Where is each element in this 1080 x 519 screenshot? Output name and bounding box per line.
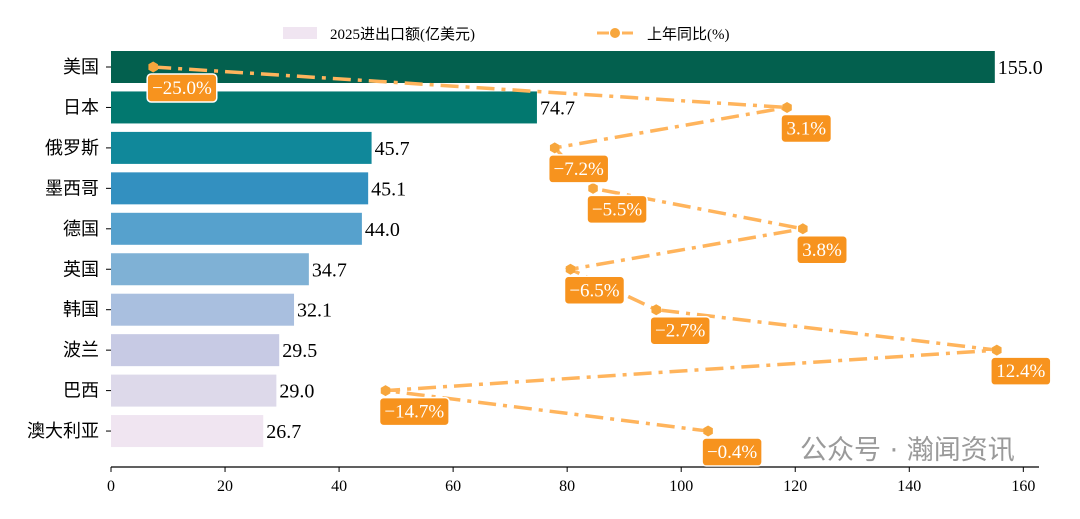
- category-label: 墨西哥: [45, 178, 99, 198]
- yoy-label: 3.8%: [802, 240, 842, 261]
- x-tick-label: 60: [445, 478, 461, 495]
- bar: [111, 253, 309, 286]
- yoy-marker: [380, 385, 391, 397]
- yoy-label-box: [563, 275, 626, 305]
- yoy-label-box: [780, 113, 833, 144]
- legend: 2025进出口额(亿美元) 上年同比(%): [283, 26, 730, 43]
- yoy-label-box: [146, 73, 218, 103]
- bar-value-label: 74.7: [540, 97, 575, 119]
- bar-value-label: 29.5: [282, 340, 317, 362]
- legend-bar-swatch: [283, 27, 317, 39]
- yoy-marker: [565, 263, 576, 275]
- bar-value-label: 45.1: [371, 178, 406, 200]
- category-label: 英国: [63, 259, 99, 279]
- yoy-label-box: [378, 396, 450, 427]
- yoy-marker: [782, 101, 792, 113]
- bar: [111, 293, 295, 326]
- bar-value-label: 26.7: [266, 421, 301, 443]
- yoy-label: 12.4%: [996, 361, 1045, 382]
- bar-value-label: 155.0: [998, 57, 1043, 79]
- legend-line-marker: [610, 28, 620, 38]
- yoy-label-box: [586, 194, 648, 225]
- yoy-label-box: [796, 235, 848, 265]
- bar-value-label: 32.1: [297, 300, 332, 322]
- yoy-label-box: [701, 437, 763, 467]
- yoy-marker: [703, 425, 713, 437]
- category-label: 澳大利亚: [27, 421, 99, 441]
- yoy-label-box: [547, 154, 610, 184]
- yoy-label-box: [649, 315, 711, 346]
- yoy-label: −14.7%: [384, 402, 444, 423]
- legend-line-label: 上年同比(%): [647, 26, 730, 43]
- watermark: 公众号 · 瀚闻资讯: [800, 435, 1015, 466]
- bar: [111, 51, 995, 83]
- category-label: 俄罗斯: [45, 138, 99, 158]
- category-label: 韩国: [63, 300, 99, 320]
- yoy-marker: [549, 142, 560, 154]
- x-tick-label: 0: [107, 478, 115, 495]
- category-label: 日本: [63, 97, 99, 117]
- x-tick-label: 80: [559, 478, 575, 495]
- yoy-label: −6.5%: [569, 280, 619, 301]
- yoy-marker: [588, 182, 598, 194]
- category-label: 波兰: [63, 340, 99, 360]
- yoy-label: −7.2%: [554, 159, 604, 180]
- category-label: 巴西: [63, 381, 99, 401]
- yoy-marker: [651, 304, 661, 316]
- x-tick-label: 160: [1011, 478, 1035, 495]
- x-tick-label: 20: [217, 478, 233, 495]
- bar-value-label: 34.7: [312, 259, 347, 281]
- category-label: 德国: [63, 219, 99, 239]
- yoy-label: −2.7%: [655, 321, 705, 342]
- yoy-marker: [798, 223, 808, 235]
- yoy-label: −25.0%: [152, 78, 212, 99]
- yoy-label: −5.5%: [592, 199, 642, 220]
- bar: [111, 415, 264, 448]
- x-tick-label: 140: [897, 478, 921, 495]
- yoy-label-box: [990, 356, 1052, 386]
- x-tick-label: 100: [669, 478, 693, 495]
- bar-value-label: 45.7: [375, 138, 410, 160]
- x-tick-label: 120: [783, 478, 807, 495]
- bar: [111, 131, 372, 164]
- x-tick-label: 40: [331, 478, 347, 495]
- yoy-label: 3.1%: [786, 118, 826, 139]
- bar: [111, 334, 280, 367]
- bar: [111, 172, 369, 205]
- legend-bar-label: 2025进出口额(亿美元): [330, 26, 475, 43]
- yoy-label: −0.4%: [707, 442, 757, 463]
- bar-value-label: 29.0: [279, 381, 314, 403]
- yoy-marker: [992, 344, 1002, 356]
- bar: [111, 212, 362, 245]
- yoy-marker: [148, 61, 158, 73]
- bar-value-label: 44.0: [365, 219, 400, 241]
- category-label: 美国: [63, 57, 99, 77]
- bar: [111, 374, 277, 407]
